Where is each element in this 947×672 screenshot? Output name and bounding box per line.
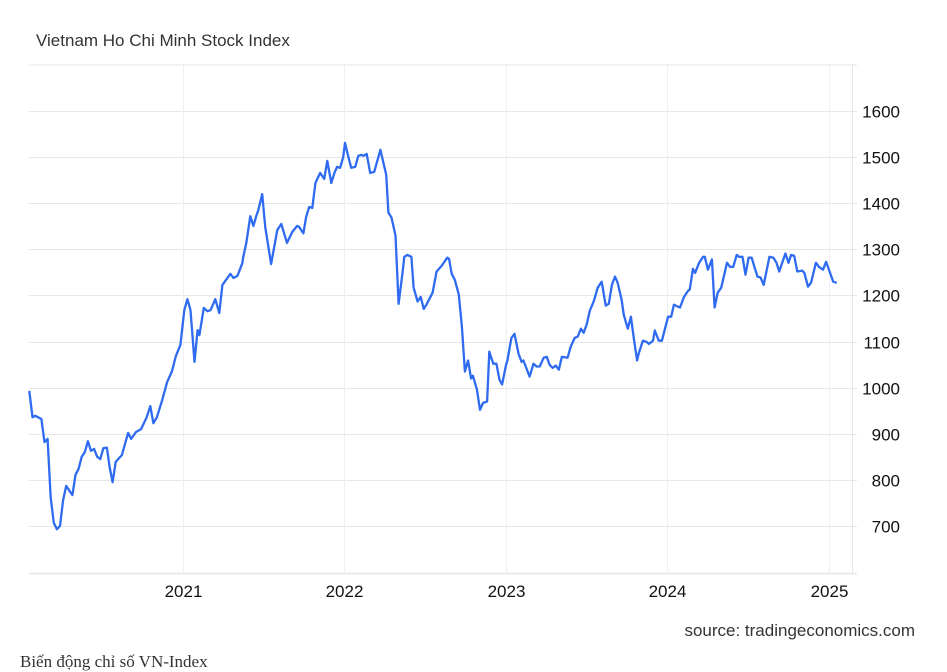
series-line (28, 141, 837, 531)
x-tick-label: 2022 (326, 582, 364, 601)
y-tick-label: 1500 (862, 149, 900, 168)
y-tick-label: 700 (872, 518, 900, 537)
y-tick-label: 1600 (862, 103, 900, 122)
x-tick-label: 2023 (488, 582, 526, 601)
source-label: source: tradingeconomics.com (684, 621, 915, 640)
figure-caption: Biến động chỉ số VN-Index (20, 652, 208, 671)
y-tick-label: 1300 (862, 241, 900, 260)
y-tick-label: 800 (872, 472, 900, 491)
y-tick-label: 1200 (862, 287, 900, 306)
y-tick-label: 1000 (862, 380, 900, 399)
chart-title: Vietnam Ho Chi Minh Stock Index (36, 31, 290, 50)
x-tick-label: 2025 (811, 582, 849, 601)
x-tick-label: 2021 (165, 582, 203, 601)
x-tick-label: 2024 (649, 582, 687, 601)
y-tick-label: 1400 (862, 195, 900, 214)
y-tick-label: 1100 (863, 334, 900, 353)
y-tick-label: 900 (872, 426, 900, 445)
